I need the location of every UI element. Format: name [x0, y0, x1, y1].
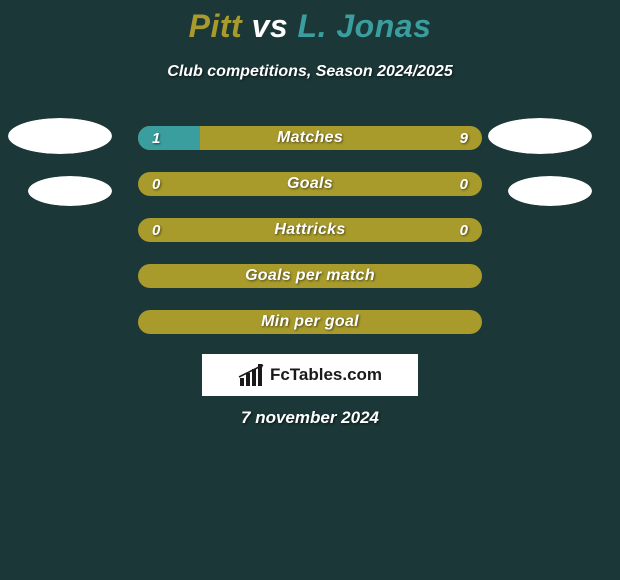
stat-value-left: 0: [152, 172, 160, 196]
avatar-left: [8, 118, 112, 154]
stat-bars: Matches19Goals00Hattricks00Goals per mat…: [138, 126, 482, 356]
stat-row: Goals0 0: [138, 172, 482, 196]
avatar-right: [488, 118, 592, 154]
stat-label: Goals per match: [138, 264, 482, 288]
stat-value-right: 0: [460, 172, 468, 196]
stat-row: Min per goal: [138, 310, 482, 334]
avatar-right-2: [508, 176, 592, 206]
stat-value-left: 0: [152, 218, 160, 242]
stat-label: Hattricks: [138, 218, 482, 242]
brand-text: FcTables.com: [270, 365, 382, 385]
stat-label: Goals: [138, 172, 482, 196]
stat-label: Matches: [138, 126, 482, 150]
stat-row: Matches1 9: [138, 126, 482, 150]
comparison-card: Pitt vs L. Jonas Club competitions, Seas…: [0, 0, 620, 580]
footer-date: 7 november 2024: [0, 408, 620, 428]
player1-name: Pitt: [189, 8, 243, 44]
stat-value-right: 9: [460, 126, 468, 150]
stat-label: Min per goal: [138, 310, 482, 334]
page-title: Pitt vs L. Jonas: [0, 8, 620, 45]
title-vs: vs: [252, 8, 289, 44]
subtitle: Club competitions, Season 2024/2025: [0, 63, 620, 81]
avatar-left-2: [28, 176, 112, 206]
stat-value-right: 0: [460, 218, 468, 242]
stat-row: Hattricks0 0: [138, 218, 482, 242]
bar-chart-icon: [238, 364, 264, 386]
player2-name: L. Jonas: [298, 8, 432, 44]
brand-badge[interactable]: FcTables.com: [202, 354, 418, 396]
stat-row: Goals per match: [138, 264, 482, 288]
stat-value-left: 1: [152, 126, 160, 150]
